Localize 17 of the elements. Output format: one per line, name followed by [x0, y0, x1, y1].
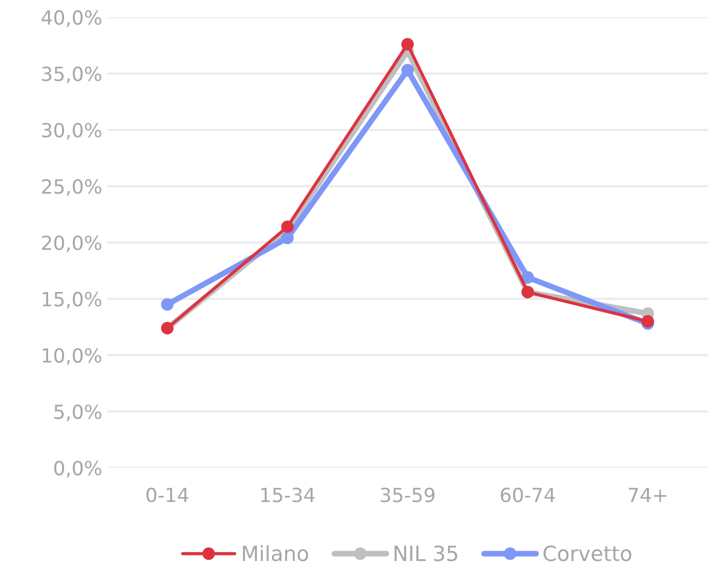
y-tick-label: 15,0%	[42, 292, 102, 308]
y-tick-label: 40,0%	[42, 10, 102, 27]
x-tick-label: 15-34	[261, 488, 315, 502]
legend-label: Milano	[243, 545, 308, 562]
y-tick-label: 20,0%	[42, 235, 102, 252]
x-tick-label: 35-59	[380, 488, 434, 502]
x-tick-label: 0-14	[146, 488, 188, 502]
x-tick-label: 60-74	[500, 488, 555, 502]
legend-label: NIL 35	[394, 546, 458, 562]
y-tick-label: 35,0%	[42, 66, 102, 84]
x-tick-label: 74+	[628, 488, 666, 502]
y-tick-label: 5,0%	[54, 404, 102, 422]
y-tick-label: 10,0%	[42, 348, 102, 365]
y-tick-label: 30,0%	[42, 122, 102, 140]
legend-label: Corvetto	[544, 546, 632, 562]
y-tick-label: 25,0%	[42, 179, 102, 196]
y-tick-label: 0,0%	[54, 460, 102, 478]
